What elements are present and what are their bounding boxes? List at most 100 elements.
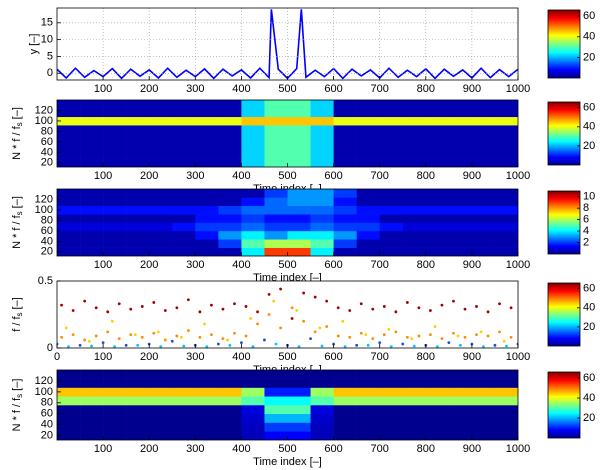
colorbar xyxy=(547,101,581,166)
heatmap-cell xyxy=(379,247,404,256)
x-tick-label: 900 xyxy=(463,443,481,455)
scatter-point xyxy=(325,299,329,303)
heatmap-cell xyxy=(218,422,242,432)
scatter-point xyxy=(417,306,421,310)
heatmap-cell xyxy=(425,222,450,232)
scatter-point xyxy=(387,327,391,331)
heatmap-cell xyxy=(218,141,242,151)
heatmap-cell xyxy=(264,370,288,380)
heatmap-cell xyxy=(471,222,496,232)
heatmap-cell xyxy=(333,141,357,151)
scatter-point xyxy=(272,299,276,303)
heatmap-cell xyxy=(379,189,404,198)
heatmap-cell xyxy=(494,239,518,248)
heatmap-cell xyxy=(264,413,288,423)
scatter-point xyxy=(216,342,220,346)
heatmap-cell xyxy=(80,141,104,151)
heatmap-cell xyxy=(195,116,219,126)
heatmap-cell xyxy=(57,189,81,198)
heatmap-cell xyxy=(379,431,404,440)
heatmap-cell xyxy=(149,413,173,423)
scatter-point xyxy=(251,345,255,348)
heatmap-cell xyxy=(264,422,288,432)
heatmap-cell xyxy=(80,222,104,232)
heatmap-cell xyxy=(126,405,150,415)
heatmap-cell xyxy=(333,247,357,256)
heatmap-cell xyxy=(448,230,473,240)
x-tick-label: 400 xyxy=(232,83,250,95)
y-label-text: N * f / f xyxy=(11,214,23,249)
heatmap-cell xyxy=(448,396,473,406)
heatmap-cell xyxy=(287,150,311,159)
heatmap-cell xyxy=(103,413,127,423)
scatter-point xyxy=(359,331,363,335)
heatmap-cell xyxy=(287,100,311,109)
heatmap-cell xyxy=(149,116,173,126)
heatmap-cell xyxy=(333,108,357,118)
heatmap-cell xyxy=(149,125,173,134)
heatmap-cell xyxy=(241,247,265,256)
x-tick-label: 800 xyxy=(417,443,435,455)
heatmap-cell xyxy=(448,422,473,432)
heatmap-cell xyxy=(287,239,311,248)
heatmap-cell xyxy=(241,189,265,198)
heatmap-cell xyxy=(310,422,334,432)
scatter-point xyxy=(71,333,75,336)
heatmap-cell xyxy=(241,214,265,223)
scatter-point xyxy=(505,344,508,348)
heatmap-cell xyxy=(402,150,427,159)
heatmap-cell xyxy=(471,413,496,423)
y-label-unit: [–] xyxy=(11,107,23,119)
panel: 0 100 200 300 400 500 600 700 800 900 1000 0 0.5 f / … xyxy=(11,275,595,363)
heatmap-cell xyxy=(356,370,380,380)
scatter-point xyxy=(405,335,409,339)
x-tick-label: 100 xyxy=(94,443,112,455)
heatmap-cell xyxy=(425,150,450,159)
heatmap-cell xyxy=(494,370,518,380)
x-tick-label: 400 xyxy=(232,259,250,271)
heatmap-cell xyxy=(287,189,311,198)
x-tick-label: 600 xyxy=(324,351,342,363)
heatmap-cell xyxy=(402,100,427,109)
heatmap-cell xyxy=(333,239,357,248)
heatmap-cell xyxy=(333,125,357,134)
heatmap-cell xyxy=(126,431,150,440)
y-tick-label: 80 xyxy=(41,214,53,226)
heatmap-cell xyxy=(103,125,127,134)
heatmap-cell xyxy=(310,405,334,415)
heatmap-cell xyxy=(57,387,81,397)
y-tick-label: 60 xyxy=(41,408,53,420)
y-tick-label: 0 xyxy=(47,342,53,354)
heatmap-cell xyxy=(126,189,150,198)
heatmap-cell xyxy=(333,431,357,440)
heatmap-cell xyxy=(471,378,496,388)
scatter-point xyxy=(463,335,467,339)
heatmap-cell xyxy=(287,413,311,423)
heatmap-cell xyxy=(494,108,518,118)
heatmap-cell xyxy=(126,239,150,248)
heatmap-cell xyxy=(57,150,81,159)
y-tick-label: 60 xyxy=(41,225,53,237)
marks xyxy=(57,287,518,348)
heatmap-cell xyxy=(494,422,518,432)
heatmap-cell xyxy=(402,222,427,232)
scatter-point xyxy=(221,337,225,341)
scatter-point xyxy=(371,307,375,311)
scatter-point xyxy=(101,341,105,345)
heatmap-cell xyxy=(379,197,404,207)
heatmap-cell xyxy=(126,197,150,207)
heatmap-cell xyxy=(103,247,127,256)
heatmap-cell xyxy=(149,396,173,406)
heatmap-cell xyxy=(195,431,219,440)
heatmap-cell xyxy=(80,108,104,118)
heatmap-cell xyxy=(402,108,427,118)
heatmap-cell xyxy=(103,141,127,151)
y-label-subscript: s xyxy=(15,312,24,316)
heatmap-cell xyxy=(80,100,104,109)
heatmap-cell xyxy=(264,431,288,440)
panel: 100 200 300 400 500 600 700 800 900 1000204060801… xyxy=(11,99,595,182)
heatmap-cell xyxy=(310,116,334,126)
heatmap-cell xyxy=(172,370,196,380)
scatter-point xyxy=(498,330,501,334)
scatter-point xyxy=(170,339,174,343)
